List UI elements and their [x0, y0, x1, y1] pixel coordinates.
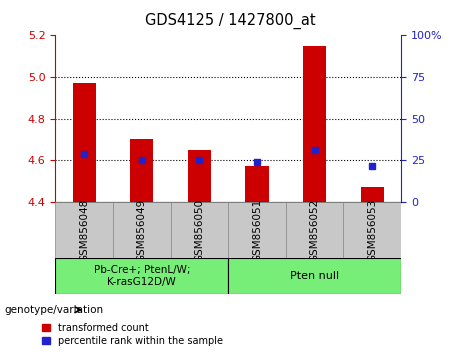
Text: GSM856049: GSM856049: [137, 199, 147, 262]
Bar: [55, 202, 113, 258]
Text: genotype/variation: genotype/variation: [5, 305, 104, 315]
Bar: [171, 202, 228, 258]
Bar: [228, 258, 401, 294]
Bar: [343, 202, 401, 258]
Bar: [245, 166, 268, 202]
Text: Pb-Cre+; PtenL/W;
K-rasG12D/W: Pb-Cre+; PtenL/W; K-rasG12D/W: [94, 265, 190, 287]
Text: GSM856053: GSM856053: [367, 199, 377, 262]
Text: GSM856052: GSM856052: [310, 199, 319, 262]
Bar: [361, 187, 384, 202]
Bar: [286, 202, 343, 258]
Bar: [188, 150, 211, 202]
Text: GSM856050: GSM856050: [195, 199, 204, 262]
Text: Pten null: Pten null: [290, 271, 339, 281]
Bar: [303, 46, 326, 202]
Legend: transformed count, percentile rank within the sample: transformed count, percentile rank withi…: [42, 323, 223, 346]
Bar: [130, 139, 153, 202]
Bar: [72, 83, 95, 202]
Bar: [55, 258, 228, 294]
Bar: [228, 202, 286, 258]
Text: GDS4125 / 1427800_at: GDS4125 / 1427800_at: [145, 12, 316, 29]
Bar: [113, 202, 171, 258]
Text: GSM856051: GSM856051: [252, 199, 262, 262]
Text: GSM856048: GSM856048: [79, 199, 89, 262]
